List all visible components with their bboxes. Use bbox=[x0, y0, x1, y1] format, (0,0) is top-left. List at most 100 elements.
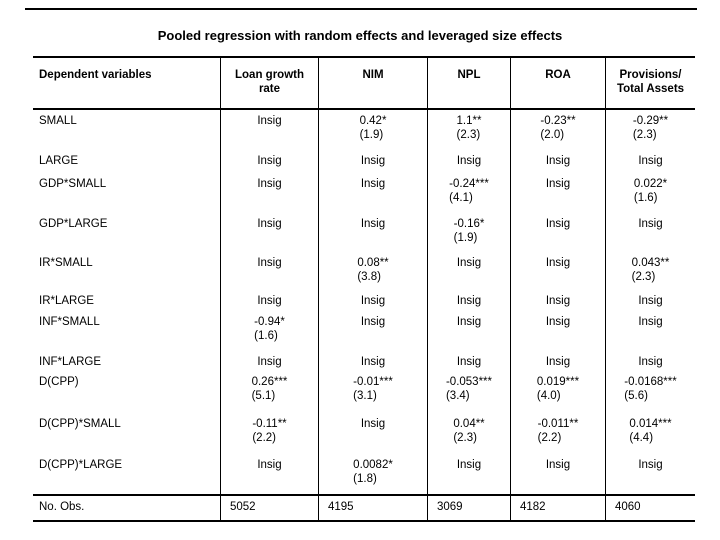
data-cell: Insig bbox=[318, 173, 427, 213]
coefficient-value: Insig bbox=[545, 316, 571, 328]
cell-block: Insig bbox=[257, 294, 281, 308]
cell-block: Insig bbox=[638, 315, 662, 329]
data-cell: 0.26*** (5.1) bbox=[220, 371, 318, 413]
table-row-large: LARGE Insig Insig Insig Insig Insig bbox=[33, 150, 695, 173]
data-cell: 0.043** (2.3) bbox=[605, 252, 695, 290]
cell-block: Insig bbox=[546, 458, 570, 472]
coefficient-value: Insig bbox=[545, 356, 571, 368]
t-statistic: (1.6) bbox=[254, 330, 278, 342]
table-row-gdp-large: GDP*LARGE Insig Insig -0.16* (1.9) Insig Insig bbox=[33, 213, 695, 252]
data-cell: Insig bbox=[510, 311, 605, 351]
coefficient-value: Insig bbox=[360, 316, 386, 328]
data-cell: Insig bbox=[318, 351, 427, 371]
col-header-dependent-variables: Dependent variables bbox=[39, 69, 152, 81]
coefficient-value: 0.26*** bbox=[251, 376, 288, 388]
cell-block: Insig bbox=[638, 294, 662, 308]
row-label: INF*SMALL bbox=[39, 316, 100, 328]
t-statistic: (3.1) bbox=[353, 390, 377, 402]
cell-block: Insig bbox=[546, 294, 570, 308]
coefficient-value: -0.053*** bbox=[445, 376, 493, 388]
data-cell: Insig bbox=[318, 213, 427, 252]
data-cell: 0.42* (1.9) bbox=[318, 110, 427, 150]
cell-block: -0.053*** (3.4) bbox=[446, 375, 492, 403]
data-cell: 4182 bbox=[510, 496, 605, 520]
regression-table: Dependent variables Loan growth rate NIM… bbox=[33, 56, 695, 522]
cell-block: -0.23** (2.0) bbox=[540, 114, 575, 142]
cell-block: -0.0168*** (5.6) bbox=[624, 375, 676, 403]
cell-block: Insig bbox=[457, 256, 481, 270]
data-cell: Insig bbox=[427, 252, 510, 290]
coefficient-value: Insig bbox=[360, 295, 386, 307]
coefficient-value: Insig bbox=[456, 155, 482, 167]
coefficient-value: Insig bbox=[545, 218, 571, 230]
cell-block: 0.019*** (4.0) bbox=[537, 375, 579, 403]
row-label: LARGE bbox=[39, 155, 78, 167]
cell-block: 5052 bbox=[230, 500, 256, 514]
cell-block: Insig bbox=[257, 458, 281, 472]
coefficient-value: Insig bbox=[360, 418, 386, 430]
cell-block: 0.0082* (1.8) bbox=[353, 458, 393, 486]
cell-block: Insig bbox=[638, 355, 662, 369]
cell-block: Insig bbox=[457, 458, 481, 472]
coefficient-value: 0.014*** bbox=[629, 418, 672, 430]
coefficient-value: 4182 bbox=[520, 501, 546, 513]
table-row-d-cpp: D(CPP) 0.26*** (5.1) -0.01*** (3.1) -0.053***… bbox=[33, 371, 695, 413]
data-cell: Insig bbox=[318, 413, 427, 454]
data-cell: -0.11** (2.2) bbox=[220, 413, 318, 454]
data-cell: Insig bbox=[510, 252, 605, 290]
row-label: GDP*SMALL bbox=[39, 178, 107, 190]
data-cell: 0.04** (2.3) bbox=[427, 413, 510, 454]
data-cell: 3069 bbox=[427, 496, 510, 520]
cell-block: 4060 bbox=[615, 500, 641, 514]
cell-block: Insig bbox=[361, 217, 385, 231]
coefficient-value: Insig bbox=[456, 257, 482, 269]
t-statistic: (4.0) bbox=[536, 390, 561, 402]
data-cell: Insig bbox=[605, 213, 695, 252]
coefficient-value: Insig bbox=[257, 218, 282, 230]
data-cell: Insig bbox=[427, 454, 510, 494]
col-header-roa: ROA bbox=[510, 58, 605, 108]
coefficient-value: -0.23** bbox=[540, 115, 576, 127]
cell-block: Insig bbox=[361, 177, 385, 191]
coefficient-value: Insig bbox=[545, 295, 571, 307]
cell-block: Insig bbox=[546, 256, 570, 270]
cell-block: Insig bbox=[457, 315, 481, 329]
t-statistic: (3.4) bbox=[445, 390, 470, 402]
coefficient-value: -0.24*** bbox=[449, 178, 489, 190]
row-label: GDP*LARGE bbox=[39, 218, 108, 230]
table-header-row: Dependent variables Loan growth rate NIM… bbox=[33, 58, 695, 110]
cell-block: -0.29** (2.3) bbox=[633, 114, 668, 142]
cell-block: Insig bbox=[546, 177, 570, 191]
coefficient-value: Insig bbox=[638, 218, 663, 230]
col-header-npl: NPL bbox=[427, 58, 510, 108]
cell-block: 0.014*** (4.4) bbox=[629, 417, 671, 445]
coefficient-value: Insig bbox=[638, 459, 663, 471]
coefficient-value: Insig bbox=[257, 295, 282, 307]
t-statistic: (5.6) bbox=[624, 390, 648, 402]
t-statistic: (3.8) bbox=[357, 271, 381, 283]
cell-block: Insig bbox=[257, 217, 281, 231]
cell-block: Insig bbox=[361, 294, 385, 308]
data-cell: Insig bbox=[510, 454, 605, 494]
data-cell: Insig bbox=[220, 351, 318, 371]
cell-block: -0.16* (1.9) bbox=[454, 217, 485, 245]
t-statistic: (2.3) bbox=[631, 271, 656, 283]
table-row-ir-small: IR*SMALL Insig 0.08** (3.8) Insig Insig 0.043*… bbox=[33, 252, 695, 290]
coefficient-value: 0.0082* bbox=[353, 459, 393, 471]
data-cell: 0.0082* (1.8) bbox=[318, 454, 427, 494]
t-statistic: (1.9) bbox=[453, 232, 478, 244]
table-row-gdp-small: GDP*SMALL Insig Insig -0.24*** (4.1) Insig 0.0… bbox=[33, 173, 695, 213]
cell-block: Insig bbox=[546, 355, 570, 369]
data-cell: 4060 bbox=[605, 496, 695, 520]
data-cell: 0.014*** (4.4) bbox=[605, 413, 695, 454]
cell-block: 0.42* (1.9) bbox=[360, 114, 387, 142]
cell-block: Insig bbox=[257, 154, 281, 168]
data-cell: -0.01*** (3.1) bbox=[318, 371, 427, 413]
coefficient-value: -0.94* bbox=[254, 316, 285, 328]
coefficient-value: 5052 bbox=[230, 501, 256, 513]
table-row-small: SMALL Insig 0.42* (1.9) 1.1** (2.3) -0.23** (2.… bbox=[33, 110, 695, 150]
coefficient-value: Insig bbox=[360, 178, 386, 190]
coefficient-value: Insig bbox=[360, 356, 386, 368]
cell-block: Insig bbox=[257, 114, 281, 128]
coefficient-value: 1.1** bbox=[456, 115, 482, 127]
